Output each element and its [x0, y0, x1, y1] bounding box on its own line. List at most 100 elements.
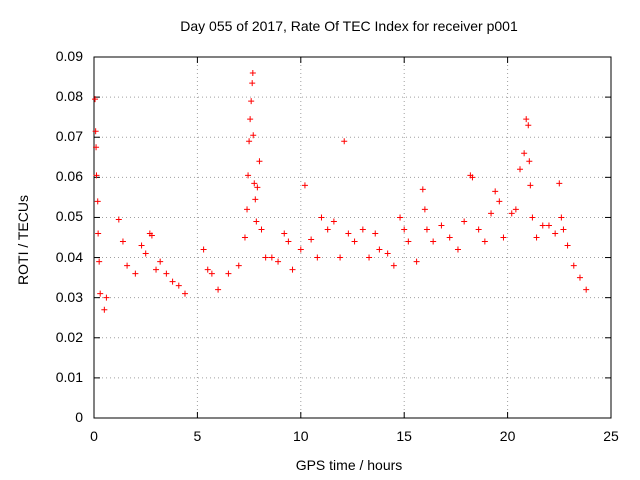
data-point [249, 70, 256, 77]
data-point [115, 216, 122, 223]
x-tick-label: 25 [603, 428, 619, 444]
data-point [345, 230, 352, 237]
data-point [94, 198, 101, 205]
data-point [529, 214, 536, 221]
y-tick-label: 0.07 [55, 128, 83, 145]
data-point [314, 254, 321, 261]
data-point [235, 262, 242, 269]
data-point [92, 96, 99, 103]
grid-lines [94, 57, 611, 418]
data-point [469, 174, 476, 181]
data-point [96, 258, 103, 265]
y-tick-label: 0.04 [55, 248, 83, 265]
chart-title: Day 055 of 2017, Rate Of TEC Index for r… [180, 18, 518, 34]
data-point [225, 270, 232, 277]
data-point [570, 262, 577, 269]
data-point [500, 234, 507, 241]
y-tick-label: 0 [75, 409, 83, 425]
data-point [526, 158, 533, 165]
y-tick-label: 0.08 [55, 88, 83, 105]
data-point [153, 266, 160, 273]
data-point [289, 266, 296, 273]
data-point [175, 282, 182, 289]
data-point [215, 286, 222, 293]
y-tick-label: 0.06 [55, 168, 83, 185]
data-point [552, 230, 559, 237]
data-point [285, 238, 292, 245]
data-point [560, 226, 567, 233]
data-point [254, 184, 261, 191]
plot-frame [93, 56, 612, 419]
data-point [246, 138, 253, 145]
data-points [92, 70, 590, 313]
y-tick-label: 0.02 [55, 328, 83, 345]
data-point [253, 218, 260, 225]
data-point [258, 226, 265, 233]
data-point [481, 238, 488, 245]
data-point [366, 254, 373, 261]
data-point [558, 214, 565, 221]
data-point [308, 236, 315, 243]
data-point [438, 222, 445, 229]
x-tick-label: 0 [90, 428, 98, 444]
data-point [525, 122, 532, 129]
data-point [268, 254, 275, 261]
data-point [564, 242, 571, 249]
data-point [318, 214, 325, 221]
data-point [251, 180, 258, 187]
plot-border [93, 56, 612, 419]
data-point [556, 180, 563, 187]
data-point [103, 294, 110, 301]
data-point [492, 188, 499, 195]
data-point [250, 132, 257, 139]
data-point [247, 116, 254, 123]
data-point [533, 234, 540, 241]
y-tick-label: 0.05 [55, 208, 83, 225]
data-point [384, 250, 391, 257]
data-point [93, 144, 100, 151]
data-point [583, 286, 590, 293]
data-point [97, 290, 104, 297]
data-point [390, 262, 397, 269]
data-point [372, 230, 379, 237]
data-point [324, 226, 331, 233]
data-point [488, 210, 495, 217]
data-point [157, 258, 164, 265]
data-point [359, 226, 366, 233]
data-point [92, 128, 99, 135]
data-point [241, 234, 248, 241]
y-axis-label: ROTI / TECUs [15, 195, 31, 285]
data-point [252, 196, 259, 203]
x-tick-label: 10 [293, 428, 309, 444]
y-tick-label: 0.09 [55, 48, 83, 64]
data-point [576, 274, 583, 281]
data-point [163, 270, 170, 277]
data-point [496, 198, 503, 205]
data-point [249, 80, 256, 87]
data-point [539, 222, 546, 229]
x-axis-label: GPS time / hours [295, 457, 403, 473]
data-point [181, 290, 188, 297]
data-point [95, 230, 102, 237]
data-point [275, 258, 282, 265]
data-point [245, 172, 252, 179]
data-point [248, 98, 255, 105]
data-point [297, 246, 304, 253]
data-point [430, 238, 437, 245]
data-point [351, 238, 358, 245]
data-point [124, 262, 131, 269]
data-point [244, 206, 251, 213]
y-tick-label: 0.03 [55, 288, 83, 305]
y-tick-label: 0.01 [55, 368, 83, 385]
data-point [508, 210, 515, 217]
data-point [301, 182, 308, 189]
data-point [132, 270, 139, 277]
x-tick-label: 5 [193, 428, 202, 444]
data-point [93, 172, 100, 179]
data-point [545, 222, 552, 229]
data-point [204, 266, 211, 273]
x-tick-label: 15 [396, 428, 412, 444]
data-point [281, 230, 288, 237]
data-point [169, 278, 176, 285]
